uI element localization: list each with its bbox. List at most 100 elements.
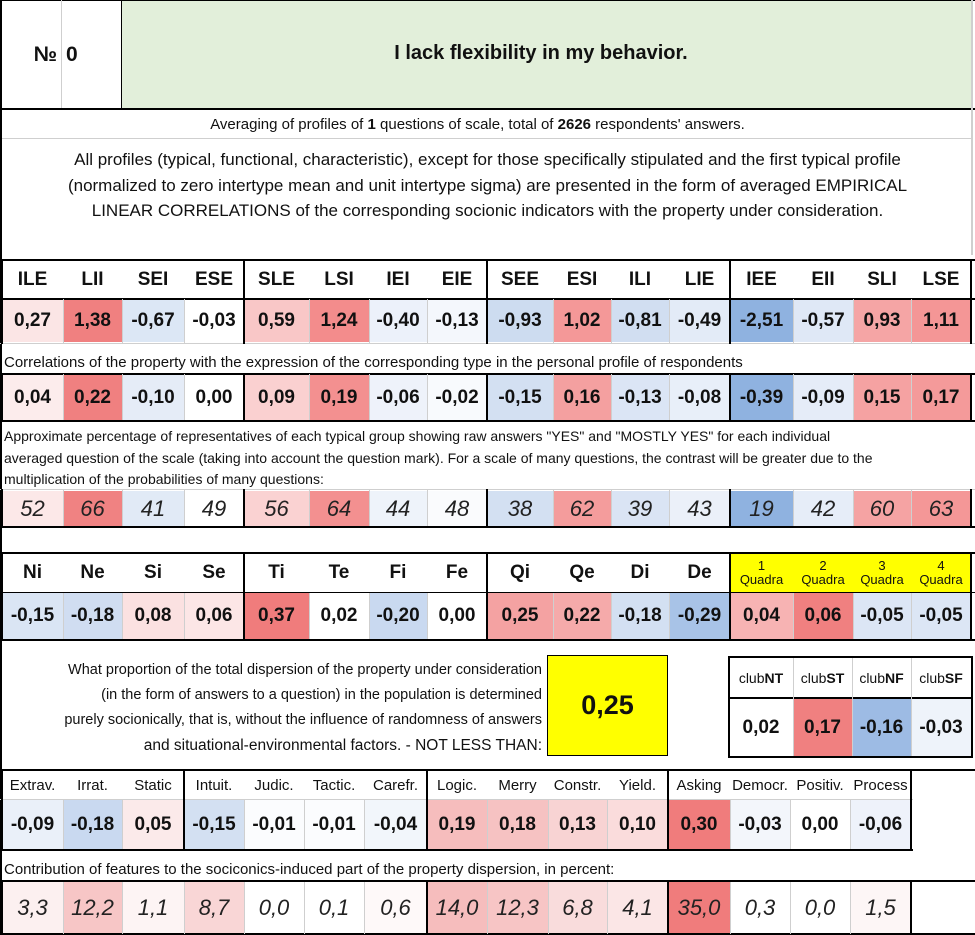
respondent-count: 2626 xyxy=(557,116,592,133)
type-label: ILI xyxy=(628,268,652,290)
grid-line xyxy=(184,374,185,420)
feature-label: Process xyxy=(853,776,908,794)
header-green-panel xyxy=(122,1,971,108)
contribution-value: 1,5 xyxy=(850,882,911,934)
grid-line xyxy=(486,259,488,344)
grid-line xyxy=(729,697,973,699)
page-border-right xyxy=(971,0,973,255)
function-value: 0,22 xyxy=(553,593,611,639)
percentage-value: 42 xyxy=(793,491,853,526)
percentage-value: 19 xyxy=(730,491,793,526)
percentage-value: 38 xyxy=(487,491,553,526)
grid-line xyxy=(0,420,975,422)
grid-line xyxy=(0,933,975,935)
grid-line xyxy=(122,490,123,526)
grid-line xyxy=(309,374,310,420)
grid-line xyxy=(0,849,913,851)
type-value: -0,13 xyxy=(427,299,487,342)
pct-caption-line-3: multiplication of the probabilities of m… xyxy=(4,471,324,487)
correlation-value: 0,00 xyxy=(184,375,244,420)
summary-line: Averaging of profiles of 1 questions of … xyxy=(0,116,955,133)
grid-line xyxy=(369,299,370,343)
percentage-value: 49 xyxy=(184,491,244,526)
percentage-value: 66 xyxy=(63,491,122,526)
quadra-header: 3 Quadra xyxy=(853,553,911,592)
correlation-value: -0,15 xyxy=(487,375,553,420)
number-value: 0 xyxy=(66,42,78,66)
grid-line xyxy=(63,800,64,849)
grid-line xyxy=(309,490,310,526)
grid-line xyxy=(364,882,365,934)
type-label: SLI xyxy=(867,268,897,290)
grid-line xyxy=(669,374,670,420)
grid-line xyxy=(1,489,3,527)
page-border-left xyxy=(0,0,2,935)
grid-line xyxy=(184,299,185,343)
feature-value: 0,19 xyxy=(427,800,487,849)
grid-line xyxy=(364,800,365,849)
grid-line xyxy=(970,373,972,421)
grid-line xyxy=(487,882,488,934)
type-label: IEI xyxy=(386,268,410,290)
function-value: 0,00 xyxy=(427,593,487,639)
quadra-number: 4 xyxy=(937,557,945,573)
feature-label: Extrav. xyxy=(9,776,56,794)
feature-value: 0,18 xyxy=(487,800,548,849)
type-label: SEI xyxy=(137,268,169,290)
type-value: -0,49 xyxy=(669,299,730,342)
grid-line xyxy=(853,299,854,343)
feature-value: -0,18 xyxy=(63,800,122,849)
feature-value: 0,13 xyxy=(548,800,607,849)
function-value: 0,02 xyxy=(309,593,369,639)
club-value: -0,03 xyxy=(911,699,971,756)
type-label: LIE xyxy=(684,268,715,290)
description-line-2: (normalized to zero intertype mean and u… xyxy=(67,175,908,195)
contribution-value: 14,0 xyxy=(427,882,487,934)
grid-line xyxy=(911,593,912,639)
type-label: SEE xyxy=(500,268,540,290)
correlation-value: -0,13 xyxy=(611,375,669,420)
feature-label: Democr. xyxy=(732,776,788,794)
grid-line xyxy=(730,882,731,934)
contribution-value: 0,0 xyxy=(244,882,304,934)
grid-line xyxy=(369,374,370,420)
club-value: -0,16 xyxy=(852,699,911,756)
pct-caption-line-2: averaged question of the scale (taking i… xyxy=(4,449,873,466)
grid-line xyxy=(729,552,731,641)
type-value: -0,93 xyxy=(487,299,553,342)
function-label: Fi xyxy=(389,561,407,583)
percentage-value: 63 xyxy=(911,491,971,526)
grid-line xyxy=(63,882,64,934)
grid-line xyxy=(486,552,488,641)
grid-line xyxy=(793,299,794,343)
club-label: club NT xyxy=(729,658,793,698)
type-label: ESI xyxy=(566,268,598,290)
dispersion-value: 0,25 xyxy=(547,655,668,756)
feature-value: -0,03 xyxy=(730,800,790,849)
function-value: -0,18 xyxy=(63,593,122,639)
grid-line xyxy=(0,526,975,528)
function-value: -0,20 xyxy=(369,593,427,639)
grid-line xyxy=(607,800,608,849)
percentage-value: 39 xyxy=(611,491,669,526)
description-line-1: All profiles (typical, functional, chara… xyxy=(74,150,901,169)
feature-label: Intuit. xyxy=(195,776,233,794)
grid-line xyxy=(728,656,730,758)
grid-line xyxy=(729,259,731,344)
grid-line xyxy=(553,299,554,343)
percentage-value: 56 xyxy=(244,491,309,526)
grid-line xyxy=(244,882,245,934)
club-prefix: club xyxy=(919,670,945,686)
grid-line xyxy=(911,374,912,420)
contribution-value: 12,3 xyxy=(487,882,548,934)
type-label: EIE xyxy=(441,268,473,290)
percentages-caption: Approximate percentage of representative… xyxy=(4,426,873,491)
grid-line xyxy=(971,656,973,758)
type-label: EII xyxy=(811,268,835,290)
feature-label: Static xyxy=(134,776,172,794)
grid-line xyxy=(729,756,973,758)
type-value: 1,11 xyxy=(911,299,971,342)
correlation-value: -0,10 xyxy=(122,375,184,420)
grid-line xyxy=(184,490,185,526)
correlation-value: 0,15 xyxy=(853,375,911,420)
